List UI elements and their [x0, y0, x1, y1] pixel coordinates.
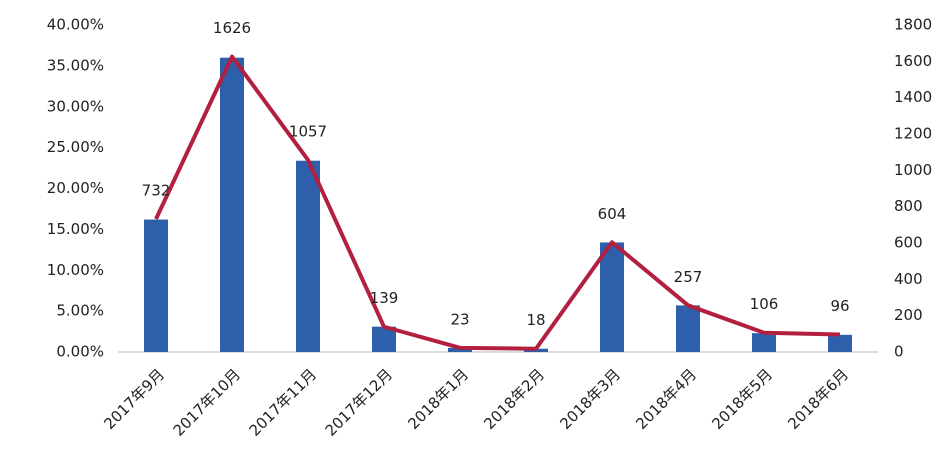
x-tick-label: 2018年2月 [480, 365, 548, 433]
y-tick-label: 35.00% [47, 56, 104, 74]
x-tick-label: 2018年4月 [632, 365, 700, 433]
y2-tick-label: 1800 [894, 16, 932, 34]
data-label: 139 [370, 289, 399, 307]
bar [828, 334, 852, 352]
bar [448, 347, 472, 352]
y2-tick-label: 200 [894, 306, 923, 324]
line [154, 54, 841, 351]
data-label: 18 [526, 311, 545, 329]
y2-tick-label: 1400 [894, 88, 932, 106]
bar [296, 160, 320, 352]
data-label: 604 [598, 205, 627, 223]
data-label: 1057 [289, 122, 327, 140]
y-tick-label: 30.00% [47, 97, 104, 115]
data-label: 257 [674, 268, 703, 286]
y-tick-label: 0.00% [56, 343, 104, 361]
y2-tick-label: 600 [894, 234, 923, 252]
bar [144, 219, 168, 352]
bar [220, 57, 244, 352]
bar [676, 305, 700, 352]
y2-tick-label: 1200 [894, 125, 932, 143]
x-tick-label: 2017年11月 [246, 365, 320, 439]
x-tick-label: 2018年3月 [556, 365, 624, 433]
x-tick-label: 2018年5月 [708, 365, 776, 433]
data-label: 96 [830, 297, 849, 315]
data-label: 732 [142, 182, 171, 200]
y2-tick-label: 1000 [894, 161, 932, 179]
bar [752, 333, 776, 352]
y2-tick-label: 400 [894, 270, 923, 288]
y2-tick-label: 1600 [894, 52, 932, 70]
y2-tick-label: 800 [894, 197, 923, 215]
x-tick-label: 2018年1月 [404, 365, 472, 433]
data-label: 23 [450, 310, 469, 328]
y-tick-label: 25.00% [47, 138, 104, 156]
x-tick-label: 2017年9月 [100, 365, 168, 433]
y-tick-label: 40.00% [47, 16, 104, 34]
x-tick-label: 2018年6月 [784, 365, 852, 433]
y-tick-label: 20.00% [47, 179, 104, 197]
y-tick-label: 5.00% [56, 302, 104, 320]
bar [600, 242, 624, 352]
y2-tick-label: 0 [894, 343, 904, 361]
data-label: 1626 [213, 19, 251, 37]
data-label: 106 [750, 295, 779, 313]
x-tick-label: 2017年10月 [170, 365, 244, 439]
y-tick-label: 10.00% [47, 261, 104, 279]
y-tick-label: 15.00% [47, 220, 104, 238]
x-tick-label: 2017年12月 [322, 365, 396, 439]
